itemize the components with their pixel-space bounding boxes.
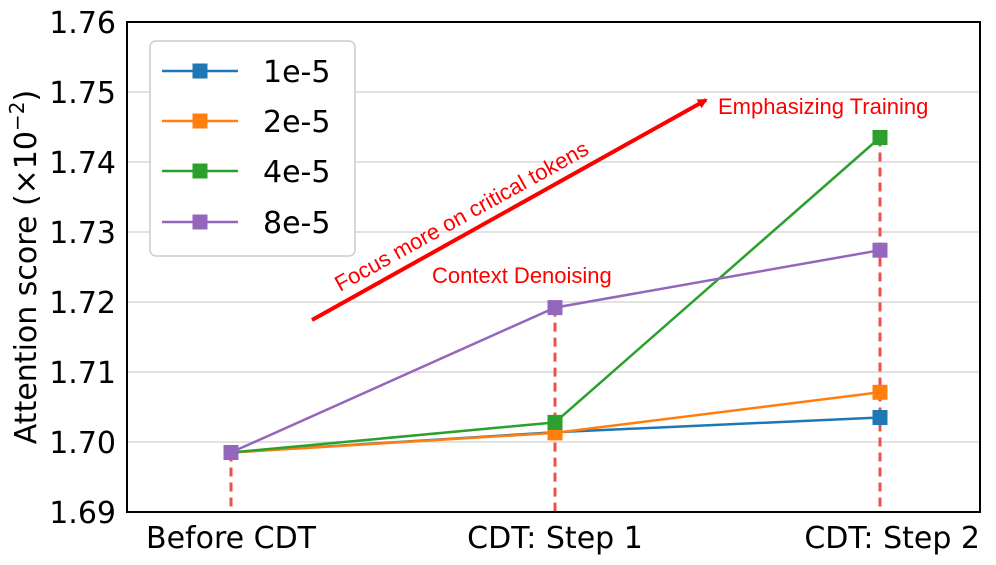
legend-box [149,40,356,257]
x-tick-label: CDT: Step 2 [804,521,980,556]
x-tick-labels: Before CDT CDT: Step 1 CDT: Step 2 [146,521,980,556]
y-tick-label: 1.70 [49,426,116,461]
series-markers [223,130,888,460]
focus-arrow [311,98,708,322]
plot-frame [126,21,981,513]
emphasizing-training-label: Emphasizing Training [718,94,928,119]
data-point-8e-5 [872,242,888,258]
legend-label: 1e-5 [263,55,330,90]
data-point-4e-5 [547,414,563,430]
legend-marker [192,214,208,230]
y-tick-label: 1.74 [49,146,116,181]
legend-label: 4e-5 [263,155,330,190]
x-tick-label: CDT: Step 1 [467,521,643,556]
legend-marker [192,163,208,179]
context-denoising-label: Context Denoising [432,263,612,288]
y-tick-label: 1.72 [49,286,116,321]
legend-marker [192,113,208,129]
legend: 1e-5 2e-5 4e-5 8e-5 [149,40,356,257]
y-tick-labels: 1.69 1.70 1.71 1.72 1.73 1.74 1.75 1.76 [49,6,116,531]
legend-label: 8e-5 [263,206,330,241]
data-point-8e-5 [547,300,563,316]
legend-marker [192,63,208,79]
data-point-2e-5 [872,384,888,400]
y-tick-label: 1.69 [49,496,116,531]
x-tick-label: Before CDT [146,521,317,556]
y-axis-label: Attention score (×10−2) [5,90,44,444]
y-tick-label: 1.75 [49,76,116,111]
legend-label: 2e-5 [263,105,330,140]
y-tick-label: 1.76 [49,6,116,41]
data-point-8e-5 [223,445,239,460]
data-point-4e-5 [872,130,888,145]
y-tick-label: 1.73 [49,216,116,251]
y-tick-label: 1.71 [49,356,116,391]
data-point-1e-5 [872,410,888,425]
step-dashed-lines [229,137,882,512]
